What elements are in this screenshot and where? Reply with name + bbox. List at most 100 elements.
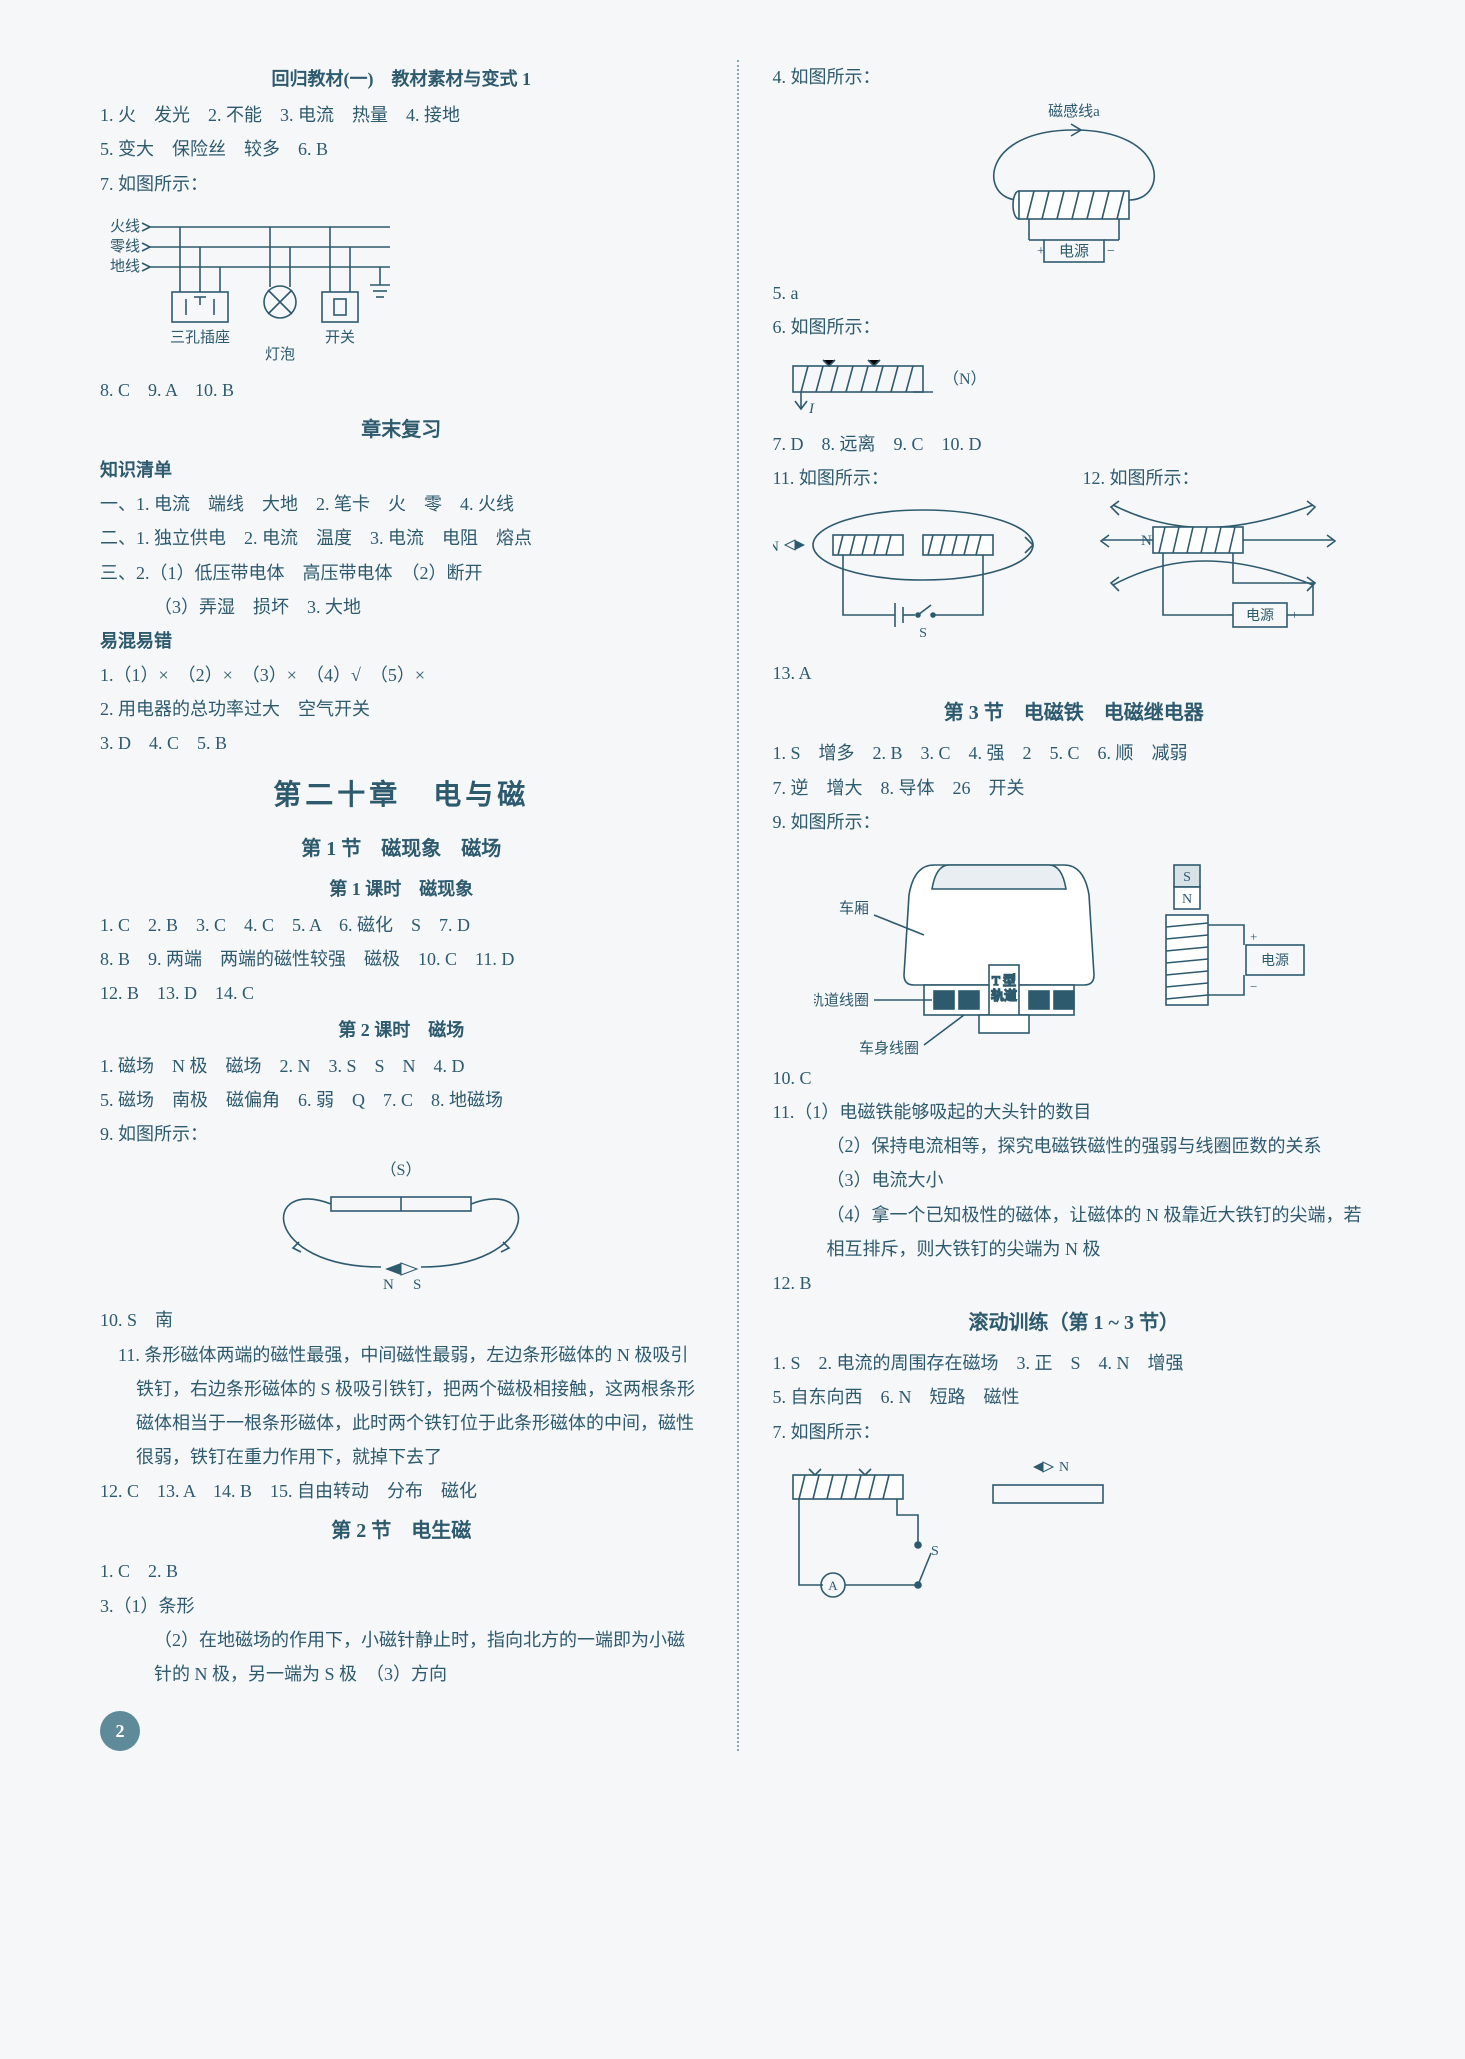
text-line: 1. S 2. 电流的周围存在磁场 3. 正 S 4. N 增强 <box>773 1346 1376 1380</box>
right-column: 4. 如图所示： 磁感线a <box>773 60 1376 1751</box>
label: 磁感线a <box>1048 103 1100 120</box>
label: 车身线圈 <box>859 1040 919 1055</box>
subsection-title: 易混易错 <box>100 624 703 658</box>
text-line: 1. C 2. B <box>100 1554 703 1588</box>
label: 电源 <box>1059 243 1089 260</box>
text-line: 12. C 13. A 14. B 15. 自由转动 分布 磁化 <box>100 1474 703 1508</box>
figure-coil-field: 磁感线a + − 电源 <box>773 100 1376 270</box>
lesson-title: 第 2 课时 磁场 <box>100 1013 703 1047</box>
figure-bar-magnet: （S） N S <box>100 1157 703 1297</box>
section-title: 第 3 节 电磁铁 电磁继电器 <box>773 694 1376 732</box>
text-line: 二、1. 独立供电 2. 电流 温度 3. 电流 电阻 熔点 <box>100 521 703 555</box>
text-line: 7. 逆 增大 8. 导体 26 开关 <box>773 771 1376 805</box>
text-line: 3. D 4. C 5. B <box>100 726 703 760</box>
label: S <box>413 1277 421 1293</box>
label: A <box>828 1578 838 1593</box>
text-line: 9. 如图所示： <box>773 805 1376 839</box>
text-line: 13. A <box>773 656 1376 690</box>
svg-text:−: − <box>1250 979 1257 994</box>
figure-last-circuit: A N S <box>773 1455 1376 1605</box>
svg-text:+: + <box>1250 929 1257 944</box>
lesson-title: 第 1 课时 磁现象 <box>100 872 703 906</box>
subsection-title: 知识清单 <box>100 453 703 487</box>
label: S <box>919 626 927 641</box>
page-columns: 回归教材(一) 教材素材与变式 1 1. 火 发光 2. 不能 3. 电流 热量… <box>100 60 1375 1751</box>
figure-maglev: T 型 轨道 车厢 轨道线圈 车身线圈 <box>773 845 1376 1055</box>
text-line: 1. 火 发光 2. 不能 3. 电流 热量 4. 接地 <box>100 98 703 132</box>
text-line: 1. 磁场 N 极 磁场 2. N 3. S S N 4. D <box>100 1049 703 1083</box>
text-line: 12. 如图所示： <box>1083 461 1363 495</box>
svg-text:+: + <box>1037 244 1045 259</box>
text-line: 5. 自东向西 6. N 短路 磁性 <box>773 1380 1376 1414</box>
text-line: 9. 如图所示： <box>100 1117 703 1151</box>
label: S <box>931 1544 939 1559</box>
label: N <box>1059 1460 1069 1475</box>
label: （S） <box>381 1161 422 1179</box>
text-line: 12. B 13. D 14. C <box>100 976 703 1010</box>
section1-title: 回归教材(一) 教材素材与变式 1 <box>100 62 703 96</box>
label: N <box>773 539 779 555</box>
svg-text:+: + <box>1291 607 1298 622</box>
label: S <box>1183 870 1191 885</box>
text-line: 5. 变大 保险丝 较多 6. B <box>100 132 703 166</box>
text-line: 7. D 8. 远离 9. C 10. D <box>773 427 1376 461</box>
review-title: 章末复习 <box>100 411 703 449</box>
column-divider <box>737 60 739 1751</box>
text-line: 4. 如图所示： <box>773 60 1376 94</box>
label: 车厢 <box>839 900 869 917</box>
section-title: 第 2 节 电生磁 <box>100 1512 703 1550</box>
rolling-title: 滚动训练（第 1 ~ 3 节） <box>773 1304 1376 1342</box>
text-line: 7. 如图所示： <box>773 1415 1376 1449</box>
label: 灯泡 <box>265 346 295 363</box>
text-line: 12. B <box>773 1266 1376 1300</box>
figure-row-11-12: 11. 如图所示： <box>773 461 1376 656</box>
text-line: 三、2.（1）低压带电体 高压带电体 （2）断开 <box>100 556 703 590</box>
page-number: 2 <box>100 1711 140 1751</box>
label: 零线 <box>110 238 140 255</box>
svg-text:−: − <box>1107 244 1115 259</box>
label: N <box>1182 892 1192 907</box>
text-line: （3）弄湿 损坏 3. 大地 <box>100 590 703 624</box>
text-line: 8. B 9. 两端 两端的磁性较强 磁极 10. C 11. D <box>100 942 703 976</box>
label: N <box>1141 533 1152 549</box>
text-line: 11.（1）电磁铁能够吸起的大头针的数目 <box>773 1095 1376 1129</box>
label: I <box>808 401 815 417</box>
text-line: （4）拿一个已知极性的磁体，让磁体的 N 极靠近大铁钉的尖端，若相互排斥，则大铁… <box>773 1198 1376 1266</box>
chapter-title: 第二十章 电与磁 <box>100 769 703 822</box>
text-line: 1.（1）× （2）× （3）× （4）√ （5）× <box>100 658 703 692</box>
text-line: 1. S 增多 2. B 3. C 4. 强 2 5. C 6. 顺 减弱 <box>773 736 1376 770</box>
answer-paragraph: 11. 条形磁体两端的磁性最强，中间磁性最弱，左边条形磁体的 N 极吸引铁钉，右… <box>100 1338 703 1475</box>
label: 轨道线圈 <box>814 992 869 1009</box>
text-line: （2）保持电流相等，探究电磁铁磁性的强弱与线圈匝数的关系 <box>773 1129 1376 1163</box>
label: 地线 <box>110 258 140 275</box>
text-line: （2）在地磁场的作用下，小磁针静止时，指向北方的一端即为小磁针的 N 极，另一端… <box>100 1623 703 1691</box>
svg-text:T 型: T 型 <box>992 973 1016 988</box>
text-line: 10. S 南 <box>100 1303 703 1337</box>
figure-solenoid-n: （N） I <box>773 351 1376 421</box>
label: 火线 <box>110 218 140 235</box>
label: N <box>383 1277 394 1293</box>
text-line: 2. 用电器的总功率过大 空气开关 <box>100 692 703 726</box>
text-line: 5. 磁场 南极 磁偏角 6. 弱 Q 7. C 8. 地磁场 <box>100 1083 703 1117</box>
text-line: 5. a <box>773 276 1376 310</box>
label: 三孔插座 <box>170 329 230 346</box>
text-line: （3）电流大小 <box>773 1163 1376 1197</box>
text-line: 一、1. 电流 端线 大地 2. 笔卡 火 零 4. 火线 <box>100 487 703 521</box>
left-column: 回归教材(一) 教材素材与变式 1 1. 火 发光 2. 不能 3. 电流 热量… <box>100 60 703 1751</box>
svg-text:轨道: 轨道 <box>991 988 1017 1003</box>
label: 电源 <box>1261 953 1289 969</box>
label: 电源 <box>1246 608 1274 624</box>
figure-household-circuit: 火线 零线 地线 三孔插座 灯泡 开关 <box>100 207 703 367</box>
text-line: 11. 如图所示： <box>773 461 1043 495</box>
svg-text:−: − <box>1227 607 1234 622</box>
text-line: 10. C <box>773 1061 1376 1095</box>
label: （N） <box>943 370 987 388</box>
label: 开关 <box>325 329 355 346</box>
text-line: 1. C 2. B 3. C 4. C 5. A 6. 磁化 S 7. D <box>100 908 703 942</box>
figure-q11: N S <box>773 495 1043 645</box>
text-line: 6. 如图所示： <box>773 310 1376 344</box>
figure-q12: N 电源 − + <box>1083 495 1363 645</box>
section-title: 第 1 节 磁现象 磁场 <box>100 830 703 868</box>
text-line: 3.（1）条形 <box>100 1589 703 1623</box>
text-line: 8. C 9. A 10. B <box>100 373 703 407</box>
